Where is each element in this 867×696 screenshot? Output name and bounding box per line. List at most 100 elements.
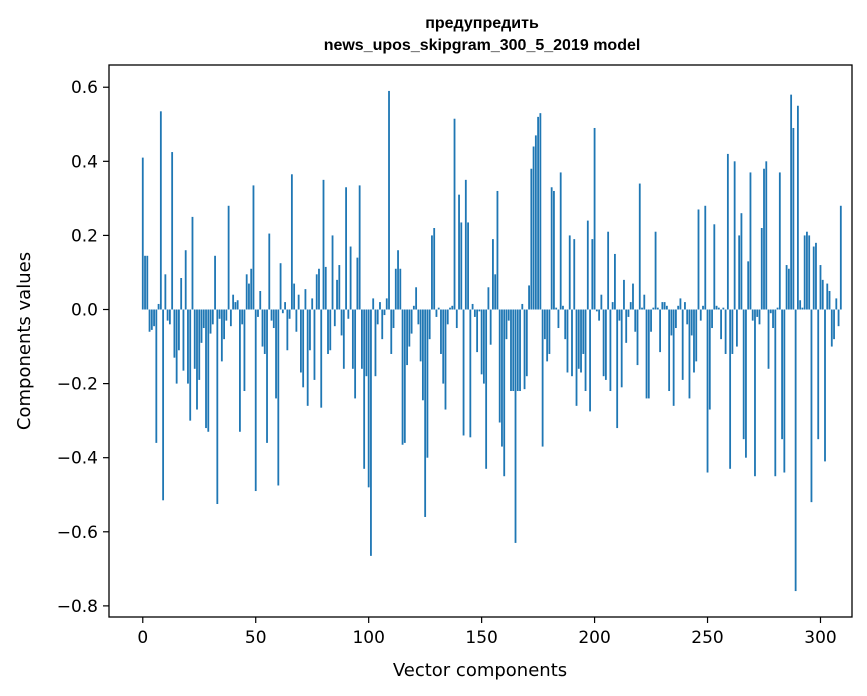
bar-component-290 [796,105,799,310]
bar-component-66 [290,174,293,310]
bar-component-120 [412,305,415,310]
bar-component-235 [672,309,675,406]
bar-component-191 [573,239,576,310]
bar-component-258 [724,309,727,354]
bar-component-61 [279,263,282,310]
bar-component-33 [216,309,219,505]
bar-component-16 [178,309,180,351]
bar-component-141 [460,222,463,310]
bar-component-9 [162,309,165,501]
bar-component-44 [241,309,244,325]
bar-component-35 [220,309,223,362]
bar-component-74 [309,309,311,351]
bar-component-236 [675,309,677,329]
bar-component-124 [421,309,424,401]
bar-component-201 [595,309,598,312]
bar-component-195 [582,309,585,354]
bar-component-161 [505,309,508,340]
bar-component-49 [252,185,255,310]
bar-component-219 [636,309,639,366]
bar-component-159 [501,309,503,447]
bar-component-52 [259,290,262,310]
bar-component-264 [738,235,741,310]
bar-component-158 [498,309,501,423]
bar-component-12 [168,309,171,325]
bar-component-170 [525,309,528,377]
bar-component-211 [618,309,621,321]
bar-component-164 [512,309,515,392]
bar-component-259 [726,153,729,310]
bar-component-130 [435,309,438,317]
bar-component-294 [806,231,808,310]
bar-component-39 [229,309,232,327]
bar-component-53 [261,309,264,347]
bar-component-108 [385,298,388,310]
x-tick-label: 100 [352,628,384,648]
bar-component-132 [440,309,442,354]
bar-component-110 [390,309,393,354]
bar-component-218 [634,309,637,332]
plot-frame [108,64,853,618]
bar-component-67 [293,283,296,310]
bar-component-302 [824,309,826,462]
bar-component-112 [394,268,397,310]
bar-component-268 [747,261,750,310]
bar-component-194 [580,309,582,373]
bar-component-43 [239,309,241,432]
bar-component-143 [464,179,467,310]
bar-component-137 [451,305,454,310]
x-axis-label: Vector components [393,660,567,681]
bar-component-97 [361,309,363,369]
bar-component-111 [392,309,395,329]
bar-component-87 [338,265,341,310]
bar-component-31 [211,309,214,325]
bar-component-23 [193,309,196,369]
bar-component-287 [790,94,793,310]
bar-component-0 [141,157,144,310]
bar-component-269 [749,172,752,310]
bar-component-173 [532,146,535,310]
bar-component-225 [650,309,652,332]
bar-component-279 [772,309,774,329]
bar-component-69 [297,294,300,310]
bar-component-198 [589,309,591,412]
bar-component-188 [566,309,569,373]
bar-component-270 [751,309,754,321]
bar-component-88 [340,309,343,336]
bar-component-147 [473,309,476,317]
bar-component-140 [458,194,460,310]
bar-component-190 [571,309,573,377]
bar-component-304 [828,290,831,310]
bar-component-7 [157,303,160,310]
bar-component-306 [833,309,835,340]
bar-component-252 [711,309,713,329]
bar-component-89 [342,309,345,369]
bar-component-242 [688,309,691,399]
bar-component-257 [722,307,725,310]
bar-component-216 [629,302,632,310]
bar-component-58 [272,309,275,329]
bar-component-206 [607,231,610,310]
bar-component-155 [492,239,494,310]
bar-component-283 [781,309,783,440]
bar-component-241 [686,309,689,325]
bar-component-24 [196,309,198,410]
bar-component-262 [733,161,736,310]
x-tick-label: 0 [137,628,148,648]
bar-component-38 [227,205,230,310]
bar-component-75 [311,298,314,310]
bar-component-148 [476,309,479,353]
bar-component-54 [263,309,266,354]
y-axis-label: Components values [14,252,35,430]
bar-component-248 [702,305,704,310]
bar-component-230 [661,302,664,310]
bar-component-115 [401,309,404,445]
bar-component-222 [643,294,646,310]
bar-component-100 [367,309,370,488]
bar-component-160 [503,309,506,477]
bar-component-165 [514,309,517,543]
bar-component-29 [207,309,210,432]
bar-component-298 [815,242,817,310]
bar-component-144 [467,222,469,310]
bar-component-82 [327,309,329,354]
